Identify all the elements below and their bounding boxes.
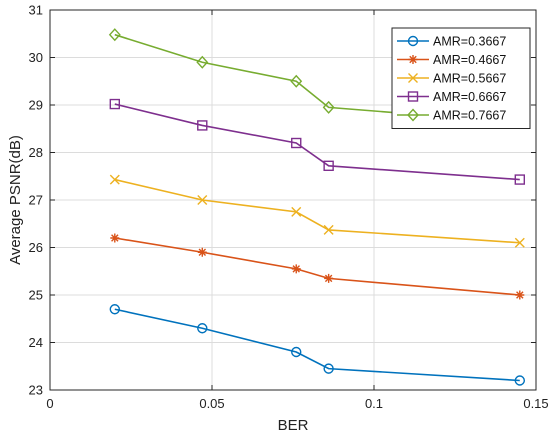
legend-entry: AMR=0.3667 — [397, 35, 506, 49]
series-3 — [109, 174, 525, 248]
legend-marker — [407, 108, 419, 122]
legend-label: AMR=0.4667 — [433, 53, 506, 67]
data-point-marker — [322, 100, 335, 114]
data-point-marker — [323, 160, 334, 172]
series-4 — [109, 98, 525, 185]
x-tick-label: 0 — [46, 396, 53, 411]
series-layer — [108, 28, 526, 386]
x-tick-label: 0.1 — [365, 396, 383, 411]
series-1 — [109, 304, 525, 386]
y-axis-label: Average PSNR(dB) — [7, 135, 24, 265]
legend-marker — [408, 73, 418, 83]
data-point-marker — [291, 264, 301, 274]
data-point-marker — [108, 28, 121, 42]
y-tick-label: 28 — [29, 145, 43, 160]
y-tick-label: 27 — [29, 193, 43, 208]
y-tick-label: 26 — [29, 240, 43, 255]
series-line — [114, 103, 520, 181]
data-point-marker — [515, 290, 525, 300]
data-point-marker — [291, 137, 302, 149]
data-point-marker — [197, 323, 208, 334]
data-point-marker — [323, 363, 334, 374]
data-point-marker — [291, 206, 302, 217]
legend-entry: AMR=0.4667 — [397, 53, 506, 67]
data-point-marker — [197, 247, 207, 257]
data-point-marker — [514, 375, 525, 386]
x-axis-label: BER — [278, 417, 309, 434]
x-tick-label: 0.15 — [523, 396, 548, 411]
data-point-marker — [323, 224, 334, 235]
y-tick-label: 23 — [29, 383, 43, 398]
data-point-marker — [196, 55, 209, 69]
x-tick-label: 0.05 — [199, 396, 224, 411]
data-point-marker — [109, 98, 121, 110]
legend-entry: AMR=0.7667 — [397, 108, 506, 123]
legend-label: AMR=0.5667 — [433, 72, 506, 86]
legend-marker — [408, 55, 418, 64]
data-point-marker — [291, 346, 302, 358]
legend-marker — [407, 91, 419, 102]
data-point-marker — [514, 237, 525, 248]
series-line — [114, 308, 520, 382]
y-tick-label: 25 — [29, 288, 43, 303]
data-point-marker — [197, 195, 208, 205]
data-point-marker — [324, 273, 334, 283]
y-tick-label: 30 — [29, 50, 43, 65]
legend-entry: AMR=0.6667 — [397, 90, 506, 104]
data-point-marker — [514, 174, 525, 185]
data-point-marker — [290, 74, 303, 88]
legend-entry: AMR=0.5667 — [397, 72, 506, 86]
y-tick-label: 29 — [29, 98, 43, 113]
legend-label: AMR=0.3667 — [433, 35, 506, 49]
legend: AMR=0.3667 AMR=0.4667 AMR=0.5667 AMR=0.6667… — [391, 27, 531, 129]
data-point-marker — [197, 120, 208, 131]
data-point-marker — [109, 304, 121, 315]
legend-marker — [407, 35, 419, 47]
legend-label: AMR=0.6667 — [433, 90, 506, 104]
legend-label: AMR=0.7667 — [433, 109, 506, 123]
y-tick-label: 31 — [29, 3, 43, 18]
y-tick-label: 24 — [29, 335, 43, 350]
axis-ticks: 0 0.05 0.1 0.15 23 24 25 26 27 28 29 30 31 — [29, 3, 549, 412]
series-2 — [110, 233, 525, 300]
data-point-marker — [109, 174, 120, 185]
data-point-marker — [110, 233, 120, 243]
